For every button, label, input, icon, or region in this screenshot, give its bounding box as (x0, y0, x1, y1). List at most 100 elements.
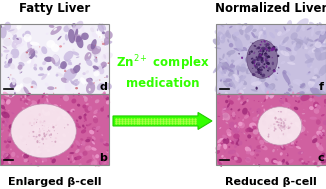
Ellipse shape (0, 130, 3, 132)
Ellipse shape (8, 161, 11, 164)
Ellipse shape (75, 122, 79, 127)
Ellipse shape (258, 51, 259, 53)
Ellipse shape (93, 115, 97, 119)
Ellipse shape (6, 54, 8, 59)
Ellipse shape (0, 112, 3, 118)
Ellipse shape (312, 160, 315, 163)
Ellipse shape (307, 43, 311, 46)
Ellipse shape (279, 121, 281, 122)
Ellipse shape (279, 135, 282, 138)
Ellipse shape (290, 94, 292, 97)
Ellipse shape (258, 129, 261, 133)
Ellipse shape (75, 156, 82, 160)
Ellipse shape (18, 65, 22, 70)
Ellipse shape (10, 148, 12, 150)
Ellipse shape (23, 158, 24, 160)
Ellipse shape (251, 32, 256, 38)
Ellipse shape (54, 149, 56, 151)
Ellipse shape (295, 122, 301, 128)
Ellipse shape (65, 34, 68, 41)
Ellipse shape (67, 117, 69, 119)
Ellipse shape (237, 75, 243, 81)
Ellipse shape (6, 144, 10, 148)
Ellipse shape (48, 141, 54, 146)
Ellipse shape (95, 45, 96, 46)
Ellipse shape (103, 143, 109, 146)
Ellipse shape (263, 29, 267, 39)
Ellipse shape (1, 156, 4, 159)
Ellipse shape (314, 108, 319, 114)
Ellipse shape (276, 108, 279, 111)
Ellipse shape (321, 114, 325, 116)
Ellipse shape (41, 46, 47, 54)
Ellipse shape (217, 31, 225, 43)
Ellipse shape (247, 98, 248, 99)
Ellipse shape (230, 63, 235, 69)
Ellipse shape (296, 41, 302, 49)
Ellipse shape (232, 74, 240, 82)
Ellipse shape (281, 108, 282, 109)
Ellipse shape (265, 158, 267, 160)
Ellipse shape (316, 160, 322, 167)
Ellipse shape (72, 142, 74, 144)
Ellipse shape (287, 62, 295, 65)
Ellipse shape (28, 151, 31, 154)
Ellipse shape (27, 98, 31, 101)
Ellipse shape (305, 37, 309, 45)
Ellipse shape (47, 149, 50, 152)
Ellipse shape (71, 144, 74, 148)
Ellipse shape (52, 145, 55, 146)
Ellipse shape (3, 38, 12, 46)
Ellipse shape (292, 51, 297, 56)
Ellipse shape (16, 114, 24, 119)
Ellipse shape (224, 138, 226, 141)
Ellipse shape (42, 122, 44, 123)
Ellipse shape (27, 161, 29, 162)
Ellipse shape (263, 57, 264, 59)
Ellipse shape (251, 47, 267, 52)
Ellipse shape (323, 133, 325, 135)
Ellipse shape (286, 102, 288, 104)
Ellipse shape (319, 105, 320, 108)
Ellipse shape (245, 146, 251, 153)
Ellipse shape (305, 89, 309, 92)
Ellipse shape (39, 128, 40, 129)
Ellipse shape (252, 117, 258, 121)
Ellipse shape (241, 57, 243, 59)
Ellipse shape (298, 151, 304, 155)
Ellipse shape (277, 136, 279, 139)
Ellipse shape (101, 62, 107, 67)
Ellipse shape (217, 159, 222, 167)
Ellipse shape (232, 112, 236, 117)
Ellipse shape (286, 20, 292, 31)
Ellipse shape (310, 66, 313, 68)
Ellipse shape (258, 34, 260, 39)
Ellipse shape (268, 76, 270, 78)
Ellipse shape (220, 77, 226, 81)
Ellipse shape (34, 119, 38, 122)
Ellipse shape (279, 131, 282, 133)
Ellipse shape (228, 83, 233, 87)
Ellipse shape (301, 152, 303, 154)
Bar (0, 94, 109, 165)
Ellipse shape (36, 136, 37, 138)
Ellipse shape (266, 91, 269, 99)
Ellipse shape (224, 151, 226, 153)
Ellipse shape (231, 69, 234, 77)
Ellipse shape (248, 145, 252, 151)
Ellipse shape (286, 29, 290, 32)
Ellipse shape (258, 163, 260, 166)
Ellipse shape (94, 53, 97, 61)
Ellipse shape (313, 47, 326, 52)
Ellipse shape (267, 49, 268, 51)
Ellipse shape (267, 50, 268, 51)
Ellipse shape (35, 55, 37, 57)
Ellipse shape (65, 60, 72, 64)
Ellipse shape (14, 92, 16, 94)
Ellipse shape (303, 120, 304, 121)
Ellipse shape (250, 151, 255, 156)
Ellipse shape (282, 102, 291, 108)
Ellipse shape (255, 71, 257, 73)
Ellipse shape (271, 127, 273, 129)
Ellipse shape (230, 108, 232, 110)
